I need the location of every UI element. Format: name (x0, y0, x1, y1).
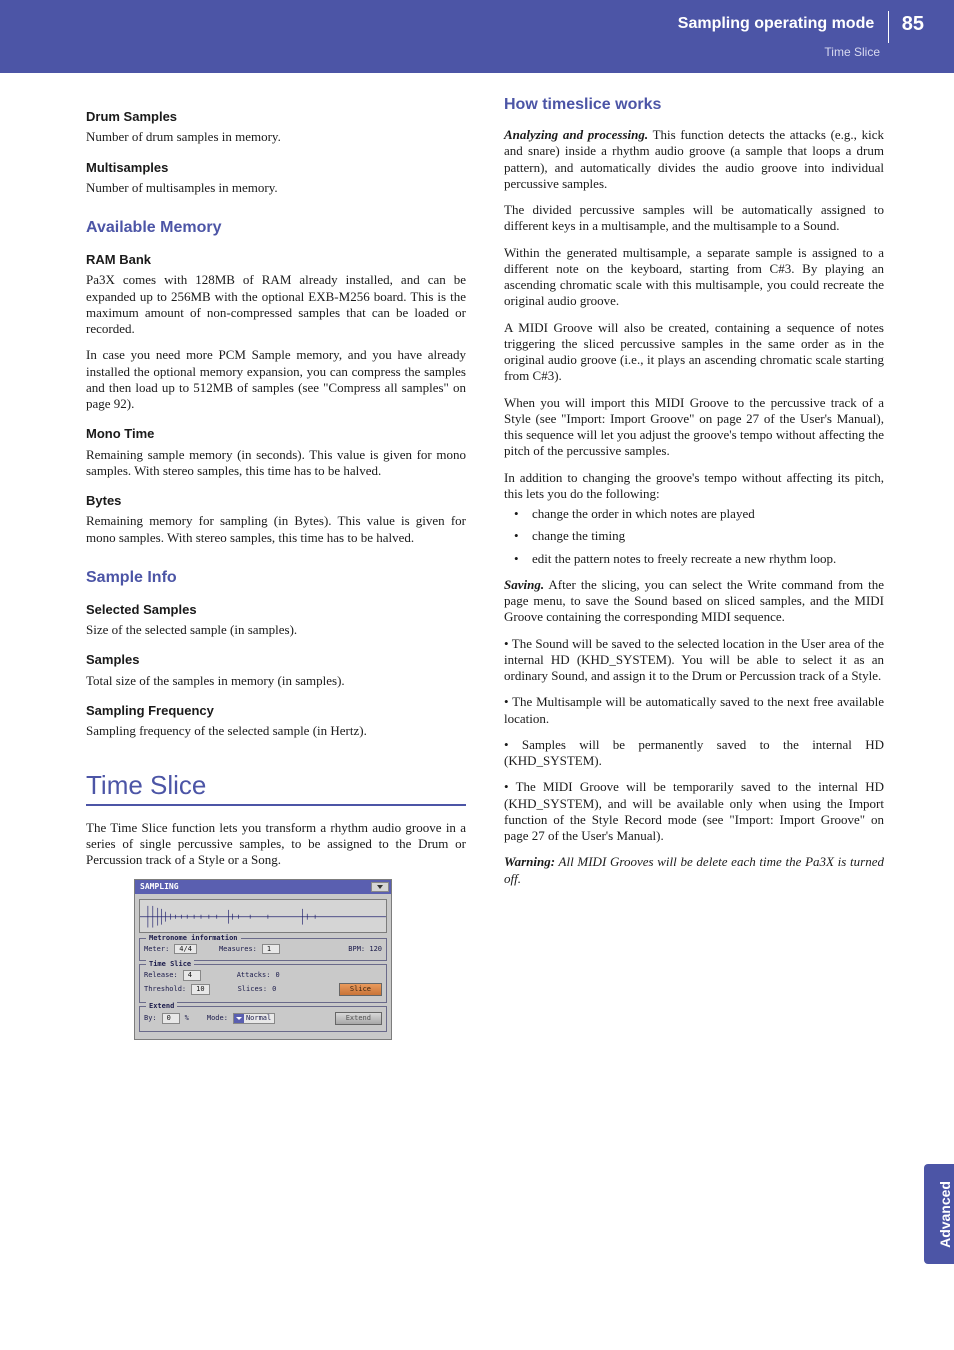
screenshot-timeslice-legend: Time Slice (146, 960, 194, 969)
screenshot-metronome-legend: Metronome information (146, 934, 241, 943)
text-divided: The divided percussive samples will be a… (504, 202, 884, 235)
heading-samples: Samples (86, 652, 466, 668)
value-attacks: 0 (275, 971, 279, 980)
value-meter[interactable]: 4/4 (174, 944, 197, 955)
label-bpm: BPM: 120 (348, 945, 382, 954)
label-percent: % (185, 1014, 189, 1023)
section-time-slice: Time Slice (86, 769, 466, 806)
heading-multisamples: Multisamples (86, 160, 466, 176)
label-threshold: Threshold: (144, 985, 186, 994)
section-sample-info: Sample Info (86, 568, 466, 588)
page-header: Sampling operating mode 85 Time Slice (0, 0, 954, 73)
inline-bullet-1: The Sound will be saved to the selected … (504, 636, 884, 685)
bullet-1: change the order in which notes are play… (504, 506, 884, 522)
inline-bullet-4: The MIDI Groove will be temporarily save… (504, 779, 884, 844)
text-analyzing: Analyzing and processing. This function … (504, 127, 884, 192)
screenshot-title-text: SAMPLING (140, 882, 179, 891)
value-release[interactable]: 4 (183, 970, 201, 981)
label-mode: Mode: (207, 1014, 228, 1023)
label-by: By: (144, 1014, 157, 1023)
text-warning-body: All MIDI Grooves will be delete each tim… (504, 854, 884, 885)
text-multisample-notes: Within the generated multisample, a sepa… (504, 245, 884, 310)
text-import-groove: When you will import this MIDI Groove to… (504, 395, 884, 460)
label-release: Release: (144, 971, 178, 980)
label-meter: Meter: (144, 945, 169, 954)
side-tab-label: Advanced (937, 1181, 954, 1248)
bullet-2: change the timing (504, 528, 884, 544)
text-midi-groove: A MIDI Groove will also be created, cont… (504, 320, 884, 385)
screenshot-metronome-group: Metronome information Meter: 4/4 Measure… (139, 938, 387, 962)
text-drum-samples: Number of drum samples in memory. (86, 129, 466, 145)
screenshot-sampling: SAMPLING (134, 879, 466, 1040)
header-divider (888, 11, 889, 43)
screenshot-timeslice-group: Time Slice Release: 4 Attacks: 0 Thresho… (139, 964, 387, 1003)
screenshot-title: SAMPLING (135, 880, 391, 894)
heading-drum-samples: Drum Samples (86, 109, 466, 125)
side-tab-advanced: Advanced (924, 1164, 954, 1264)
dropdown-mode[interactable]: Normal (233, 1013, 275, 1024)
value-measures[interactable]: 1 (262, 944, 280, 955)
label-measures: Measures: (219, 945, 257, 954)
screenshot-extend-group: Extend By: 0 % Mode: Normal Extend (139, 1006, 387, 1032)
heading-selected-samples: Selected Samples (86, 602, 466, 618)
text-multisamples: Number of multisamples in memory. (86, 180, 466, 196)
extend-button[interactable]: Extend (335, 1012, 382, 1025)
text-bytes: Remaining memory for sampling (in Bytes)… (86, 513, 466, 546)
page-number: 85 (902, 12, 924, 37)
slice-button[interactable]: Slice (339, 983, 382, 996)
text-samples: Total size of the samples in memory (in … (86, 673, 466, 689)
inline-bullet-3: Samples will be permanently saved to the… (504, 737, 884, 770)
screenshot-waveform (139, 899, 387, 933)
runin-warning: Warning: (504, 854, 555, 869)
runin-saving: Saving. (504, 577, 544, 592)
text-ram-1: Pa3X comes with 128MB of RAM already ins… (86, 272, 466, 337)
text-selected-samples: Size of the selected sample (in samples)… (86, 622, 466, 638)
value-mode: Normal (246, 1014, 271, 1023)
header-subtitle: Time Slice (678, 45, 880, 60)
text-saving: Saving. After the slicing, you can selec… (504, 577, 884, 626)
text-saving-body: After the slicing, you can select the Wr… (504, 577, 884, 625)
value-slices: 0 (272, 985, 276, 994)
heading-mono-time: Mono Time (86, 426, 466, 442)
screenshot-menu-icon[interactable] (371, 882, 389, 892)
bullet-3: edit the pattern notes to freely recreat… (504, 551, 884, 567)
runin-analyzing: Analyzing and processing. (504, 127, 648, 142)
section-available-memory: Available Memory (86, 218, 466, 238)
section-how-timeslice: How timeslice works (504, 95, 884, 115)
text-ram-2: In case you need more PCM Sample memory,… (86, 347, 466, 412)
heading-sampling-frequency: Sampling Frequency (86, 703, 466, 719)
header-title: Sampling operating mode (678, 14, 874, 34)
value-by[interactable]: 0 (162, 1013, 180, 1024)
text-warning: Warning: All MIDI Grooves will be delete… (504, 854, 884, 887)
value-threshold[interactable]: 10 (191, 984, 209, 995)
inline-bullet-2: The Multisample will be automatically sa… (504, 694, 884, 727)
text-sampling-frequency: Sampling frequency of the selected sampl… (86, 723, 466, 739)
bullet-list: change the order in which notes are play… (504, 506, 884, 567)
label-attacks: Attacks: (237, 971, 271, 980)
screenshot-extend-legend: Extend (146, 1002, 177, 1011)
text-in-addition: In addition to changing the groove's tem… (504, 470, 884, 503)
text-mono-time: Remaining sample memory (in seconds). Th… (86, 447, 466, 480)
heading-bytes: Bytes (86, 493, 466, 509)
text-time-slice-intro: The Time Slice function lets you transfo… (86, 820, 466, 869)
heading-ram-bank: RAM Bank (86, 252, 466, 268)
label-slices: Slices: (238, 985, 268, 994)
